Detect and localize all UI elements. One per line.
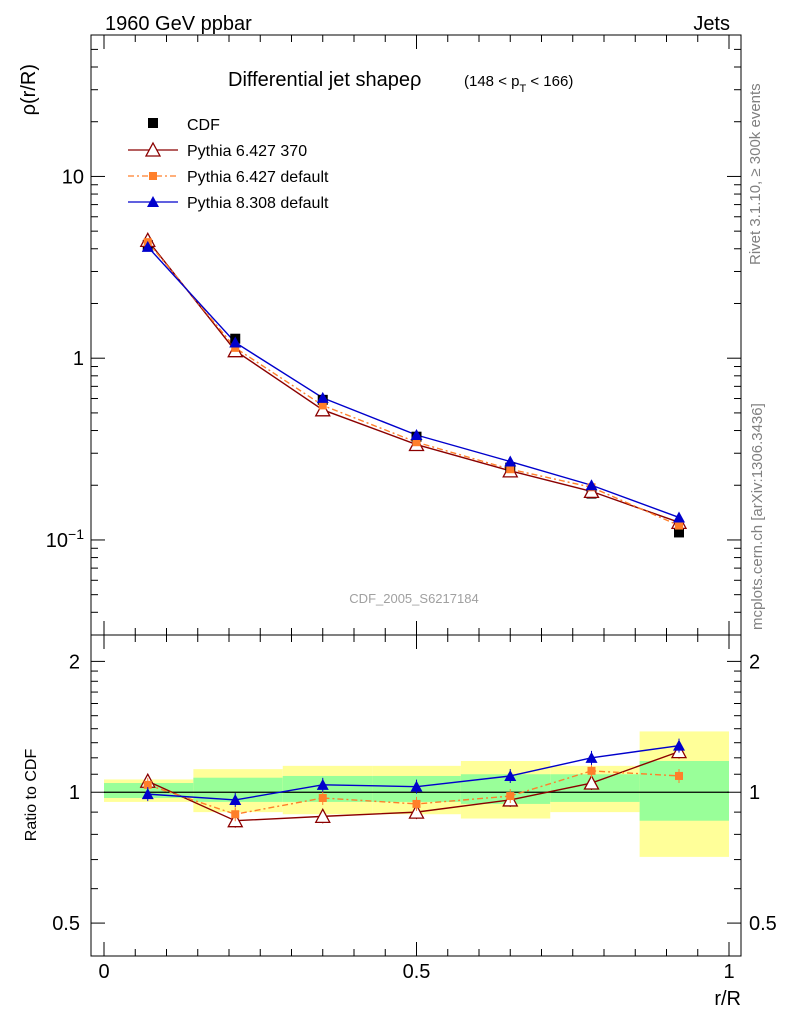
main-y-ticks: 10 1 10−1 — [46, 34, 741, 636]
main-point-pythia8 — [504, 455, 517, 467]
main-line-pythia6-370 — [147, 239, 680, 524]
ratio-point-pythia6-default — [675, 771, 683, 780]
ratio-point-pythia6-370 — [314, 807, 331, 824]
ratio-point-pythia8 — [229, 793, 242, 805]
main-plot-panel: Differential jet shapeρ (148 < pT < 166)… — [18, 34, 742, 636]
main-point-pythia8 — [316, 391, 329, 403]
ratio-point-pythia6-370 — [408, 803, 425, 819]
ratio-point-pythia8 — [673, 739, 685, 751]
main-line-pythia6-default — [147, 241, 680, 527]
ratio-point-pythia8 — [410, 780, 423, 792]
x-axis-label: r/R — [714, 988, 741, 1010]
ratio-plot-panel: Ratio to CDF r/R 0 0.5 1 2 2 1 1 0.5 0.5 — [23, 634, 777, 1010]
analysis-watermark: CDF_2005_S6217184 — [349, 591, 478, 606]
main-point-pythia8 — [141, 240, 154, 252]
ratio-point-pythia8 — [316, 778, 329, 790]
ratio-point-pythia8 — [504, 769, 517, 781]
main-y-tick-label: 1 — [73, 348, 84, 370]
ratio-y-axis-label: Ratio to CDF — [23, 749, 40, 842]
legend: CDF Pythia 6.427 370 Pythia 6.427 defaul… — [128, 117, 329, 212]
ratio-y-tick-label-left: 2 — [69, 651, 80, 673]
main-point-cdf — [674, 527, 684, 538]
main-point-pythia6-default — [318, 401, 327, 410]
ratio-band-green — [639, 760, 729, 821]
ratio-x-tick-label: 0.5 — [403, 961, 431, 983]
ratio-y-tick-label-right: 1 — [749, 782, 760, 804]
ratio-point-pythia8 — [585, 751, 598, 763]
plot-title: Differential jet shapeρ — [228, 69, 421, 91]
legend-label-pythia6-370: Pythia 6.427 370 — [187, 143, 307, 160]
main-point-pythia8 — [585, 479, 598, 491]
ratio-point-pythia6-370 — [583, 774, 600, 790]
ratio-point-pythia6-default — [506, 792, 515, 801]
legend-marker-pythia6-370 — [144, 141, 162, 157]
ratio-x-tick-label: 0 — [98, 961, 109, 983]
ratio-x-tick-label: 1 — [723, 961, 734, 983]
main-line-pythia8 — [147, 246, 680, 519]
main-point-pythia8 — [229, 336, 242, 348]
ratio-y-tick-label-right: 0.5 — [749, 913, 777, 935]
ratio-point-pythia6-default — [231, 810, 240, 819]
legend-label-pythia8: Pythia 8.308 default — [187, 195, 329, 212]
header-energy: 1960 GeV ppbar — [105, 13, 252, 35]
ratio-y-tick-label-left: 0.5 — [52, 913, 80, 935]
ratio-ticks: 0 0.5 1 2 2 1 1 0.5 0.5 — [52, 635, 777, 983]
legend-entry-pythia8: Pythia 8.308 default — [128, 195, 329, 212]
ratio-point-pythia6-default — [587, 766, 596, 775]
ratio-point-pythia8 — [141, 788, 154, 800]
ratio-point-pythia6-default — [412, 799, 421, 808]
mcplots-label: mcplots.cern.ch [arXiv:1306.3436] — [749, 403, 766, 630]
plot-title-range: (148 < pT < 166) — [464, 73, 573, 95]
ratio-point-pythia6-default — [318, 793, 327, 802]
legend-entry-pythia6-370: Pythia 6.427 370 — [128, 141, 307, 160]
main-series — [139, 231, 688, 538]
legend-entry-cdf: CDF — [148, 117, 220, 134]
ratio-uncertainty-bands — [104, 731, 729, 857]
legend-entry-pythia6-default: Pythia 6.427 default — [128, 169, 329, 186]
ratio-y-tick-label-right: 2 — [749, 651, 760, 673]
main-y-tick-label: 10 — [62, 166, 84, 188]
main-point-pythia8 — [410, 428, 423, 440]
legend-marker-pythia6-default — [149, 172, 157, 180]
main-point-pythia8 — [673, 511, 685, 523]
main-point-pythia6-default — [506, 465, 515, 474]
legend-marker-pythia8 — [147, 196, 159, 207]
rivet-version-label: Rivet 3.1.10, ≥ 300k events — [747, 83, 764, 265]
ratio-point-pythia6-default — [143, 780, 152, 789]
main-point-pythia6-default — [231, 343, 240, 352]
main-point-pythia6-default — [412, 438, 421, 447]
header-process: Jets — [693, 13, 730, 35]
legend-marker-cdf — [148, 118, 158, 128]
ratio-series — [139, 738, 688, 828]
legend-label-pythia6-default: Pythia 6.427 default — [187, 169, 329, 186]
ratio-y-tick-label-left: 1 — [69, 782, 80, 804]
y-axis-label: ρ(r/R) — [18, 64, 40, 115]
legend-label-cdf: CDF — [187, 117, 220, 134]
main-y-tick-label: 10−1 — [46, 526, 84, 552]
main-point-pythia6-default — [675, 521, 683, 530]
